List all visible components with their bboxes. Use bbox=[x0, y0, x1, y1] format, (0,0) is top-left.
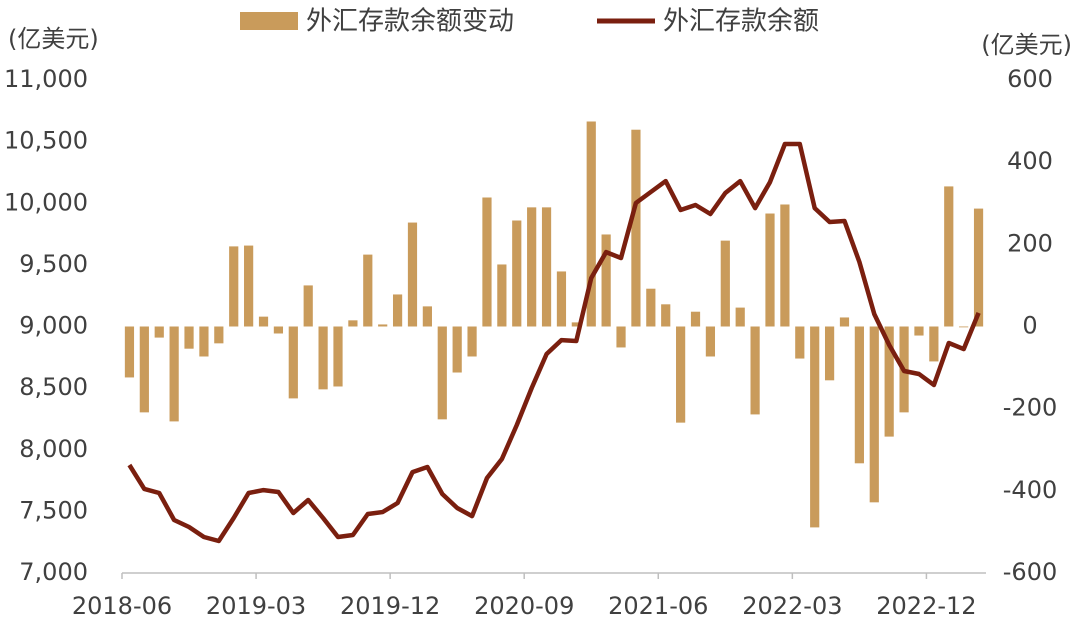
bar bbox=[914, 326, 924, 336]
bar bbox=[676, 326, 686, 423]
bar bbox=[929, 326, 939, 362]
y-tick-label: 11,000 bbox=[4, 65, 88, 93]
bar bbox=[586, 121, 596, 327]
y-tick-label: 10,000 bbox=[4, 188, 88, 216]
bar bbox=[288, 326, 298, 399]
y-tick-label: 8,500 bbox=[19, 373, 88, 401]
bar bbox=[735, 307, 745, 327]
bar bbox=[378, 324, 388, 327]
legend-text: 外汇存款余额 bbox=[663, 7, 819, 37]
bar bbox=[854, 326, 864, 464]
bar bbox=[348, 320, 358, 327]
bar bbox=[750, 326, 760, 415]
x-tick-label: 2021-06 bbox=[608, 592, 708, 620]
bar bbox=[661, 304, 671, 327]
bar bbox=[258, 316, 269, 327]
bar bbox=[824, 326, 835, 381]
bar bbox=[556, 271, 567, 327]
bar bbox=[199, 326, 209, 357]
bar bbox=[616, 326, 626, 348]
x-tick-label: 2019-12 bbox=[340, 592, 440, 620]
bar bbox=[244, 245, 254, 327]
bar bbox=[959, 326, 969, 328]
bar bbox=[839, 317, 850, 327]
y-tick-label: 10,500 bbox=[4, 127, 88, 155]
bar bbox=[795, 326, 805, 359]
bar bbox=[139, 326, 149, 413]
x-tick-label: 2019-03 bbox=[206, 592, 306, 620]
y2-tick-label: -400 bbox=[1003, 476, 1057, 504]
bar bbox=[318, 326, 328, 390]
bar bbox=[229, 246, 239, 327]
x-tick-label: 2020-09 bbox=[474, 592, 574, 620]
y2-tick-label: -600 bbox=[1003, 558, 1057, 586]
legend-text: 外汇存款余额变动 bbox=[306, 7, 514, 37]
bar bbox=[527, 207, 537, 327]
bar bbox=[169, 326, 179, 422]
y2-axis-label: (亿美元) bbox=[981, 31, 1072, 59]
bar bbox=[482, 197, 492, 327]
bar bbox=[273, 326, 284, 334]
bar bbox=[467, 326, 477, 357]
bar bbox=[601, 234, 611, 327]
y-tick-label: 7,500 bbox=[19, 496, 88, 524]
bar bbox=[184, 326, 194, 349]
x-tick-label: 2022-03 bbox=[742, 592, 842, 620]
bar bbox=[646, 288, 656, 327]
y2-tick-label: 600 bbox=[1007, 65, 1053, 93]
bar bbox=[720, 240, 730, 327]
bar bbox=[765, 213, 775, 327]
y2-tick-label: 400 bbox=[1007, 147, 1053, 175]
y-tick-label: 9,500 bbox=[19, 250, 88, 278]
bar bbox=[333, 326, 343, 387]
bar bbox=[214, 326, 224, 344]
y2-tick-label: 200 bbox=[1007, 229, 1053, 257]
bar bbox=[780, 204, 790, 327]
bar bbox=[452, 326, 462, 373]
y2-tick-label: 0 bbox=[1022, 312, 1037, 340]
legend-swatch bbox=[240, 12, 298, 30]
line bbox=[127, 141, 981, 544]
bar bbox=[512, 220, 522, 327]
bar bbox=[631, 129, 641, 327]
bar bbox=[944, 186, 954, 327]
y-tick-label: 8,000 bbox=[19, 435, 88, 463]
bar bbox=[973, 208, 984, 327]
bar bbox=[869, 326, 879, 503]
bar bbox=[884, 326, 894, 437]
bar bbox=[810, 326, 820, 528]
y-axis-label: (亿美元) bbox=[8, 25, 99, 53]
bar bbox=[154, 326, 164, 338]
bar bbox=[437, 326, 447, 420]
y2-tick-label: -200 bbox=[1003, 394, 1057, 422]
bar bbox=[690, 311, 701, 327]
bar bbox=[363, 254, 373, 327]
bar bbox=[392, 294, 403, 327]
y-tick-label: 7,000 bbox=[19, 558, 88, 586]
x-tick-label: 2018-06 bbox=[72, 592, 172, 620]
bar bbox=[705, 326, 716, 357]
bar bbox=[422, 306, 432, 327]
bar bbox=[541, 207, 552, 327]
y-tick-label: 9,000 bbox=[19, 312, 88, 340]
bar bbox=[124, 326, 135, 378]
x-tick-label: 2022-12 bbox=[876, 592, 976, 620]
bar bbox=[571, 322, 581, 327]
bar bbox=[303, 285, 313, 327]
bar bbox=[407, 222, 418, 327]
bar bbox=[497, 264, 507, 327]
